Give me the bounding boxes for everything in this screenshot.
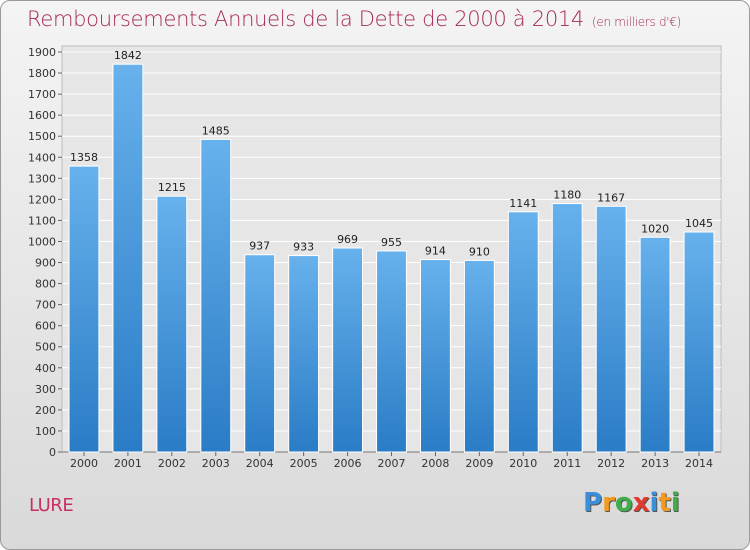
y-tick-label: 300 xyxy=(35,383,56,396)
y-tick-label: 1400 xyxy=(28,151,56,164)
x-tick-label-2011: 2011 xyxy=(553,457,581,470)
title-text: Remboursements Annuels de la Dette de 20… xyxy=(27,7,584,31)
value-label-2014: 1045 xyxy=(685,217,713,230)
bar-2000 xyxy=(68,165,100,453)
y-tick-label: 1100 xyxy=(28,214,56,227)
y-tick-label: 1200 xyxy=(28,193,56,206)
bar-2013 xyxy=(639,236,671,453)
bar-2012 xyxy=(595,205,627,453)
logo-letter: P xyxy=(583,488,603,518)
bar-2009 xyxy=(463,259,495,453)
value-label-2012: 1167 xyxy=(597,191,625,204)
logo-letter: t xyxy=(658,488,671,518)
y-tick-label: 100 xyxy=(35,425,56,438)
x-tick-label-2007: 2007 xyxy=(378,457,406,470)
value-label-2001: 1842 xyxy=(114,49,142,62)
bar-2014 xyxy=(683,231,715,453)
y-tick-label: 1500 xyxy=(28,130,56,143)
logo-letter: x xyxy=(632,488,650,518)
x-tick-label-2010: 2010 xyxy=(509,457,537,470)
bar-2005 xyxy=(288,255,320,453)
chart-subtitle: (en milliers d'€) xyxy=(592,15,682,29)
value-label-2009: 910 xyxy=(469,245,490,258)
x-tick-label-2002: 2002 xyxy=(158,457,186,470)
logo-letter: r xyxy=(602,488,615,518)
y-tick-label: 600 xyxy=(35,320,56,333)
x-tick-label-2008: 2008 xyxy=(421,457,449,470)
x-tick-label-2003: 2003 xyxy=(202,457,230,470)
bar-2011 xyxy=(551,203,583,453)
logo-letter: i xyxy=(670,488,680,518)
bar-2003 xyxy=(200,138,232,453)
y-tick-label: 900 xyxy=(35,257,56,270)
y-tick-label: 1300 xyxy=(28,172,56,185)
y-tick-label: 800 xyxy=(35,278,56,291)
y-tick-label: 1600 xyxy=(28,109,56,122)
chart-title: Remboursements Annuels de la Dette de 20… xyxy=(27,7,681,31)
y-tick-label: 400 xyxy=(35,362,56,375)
bar-2002 xyxy=(156,195,188,453)
value-label-2007: 955 xyxy=(381,236,402,249)
x-tick-label-2009: 2009 xyxy=(465,457,493,470)
logo-letter: o xyxy=(614,488,633,518)
value-label-2006: 969 xyxy=(337,233,358,246)
x-tick-label-2001: 2001 xyxy=(114,457,142,470)
place-name: LURE xyxy=(29,495,74,516)
value-label-2010: 1141 xyxy=(509,197,537,210)
y-tick-label: 1800 xyxy=(28,67,56,80)
x-axis: 2000 2001 2002 2003 2004 2005 2006 2007 2008 2009… xyxy=(70,452,713,470)
x-tick-label-2012: 2012 xyxy=(597,457,625,470)
proxiti-logo: Proxiti xyxy=(583,488,680,518)
value-label-2003: 1485 xyxy=(202,124,230,137)
bar-2001 xyxy=(112,63,144,453)
x-tick-label-2013: 2013 xyxy=(641,457,669,470)
y-tick-label: 1700 xyxy=(28,88,56,101)
value-label-2002: 1215 xyxy=(158,181,186,194)
bar-2010 xyxy=(507,211,539,453)
y-tick-label: 500 xyxy=(35,341,56,354)
value-label-2008: 914 xyxy=(425,245,446,258)
value-label-2011: 1180 xyxy=(553,189,581,202)
y-tick-label: 200 xyxy=(35,404,56,417)
x-tick-label-2004: 2004 xyxy=(246,457,274,470)
x-tick-label-2014: 2014 xyxy=(685,457,713,470)
bar-2006 xyxy=(332,247,364,453)
y-tick-label: 1000 xyxy=(28,235,56,248)
value-label-2000: 1358 xyxy=(70,151,98,164)
y-tick-label: 0 xyxy=(49,446,56,459)
y-tick-label: 700 xyxy=(35,299,56,312)
x-tick-label-2000: 2000 xyxy=(70,457,98,470)
value-label-2013: 1020 xyxy=(641,222,669,235)
bar-2007 xyxy=(376,250,407,453)
x-tick-label-2006: 2006 xyxy=(334,457,362,470)
bar-2008 xyxy=(419,259,451,453)
bar-2004 xyxy=(244,254,276,453)
logo-letter: i xyxy=(649,488,659,518)
value-label-2004: 937 xyxy=(249,240,270,253)
y-tick-label: 1900 xyxy=(28,46,56,59)
bars: 1358 1842 1215 1485 937 933 969 955 914 910 1141 11… xyxy=(68,49,715,453)
x-tick-label-2005: 2005 xyxy=(290,457,318,470)
value-label-2005: 933 xyxy=(293,241,314,254)
